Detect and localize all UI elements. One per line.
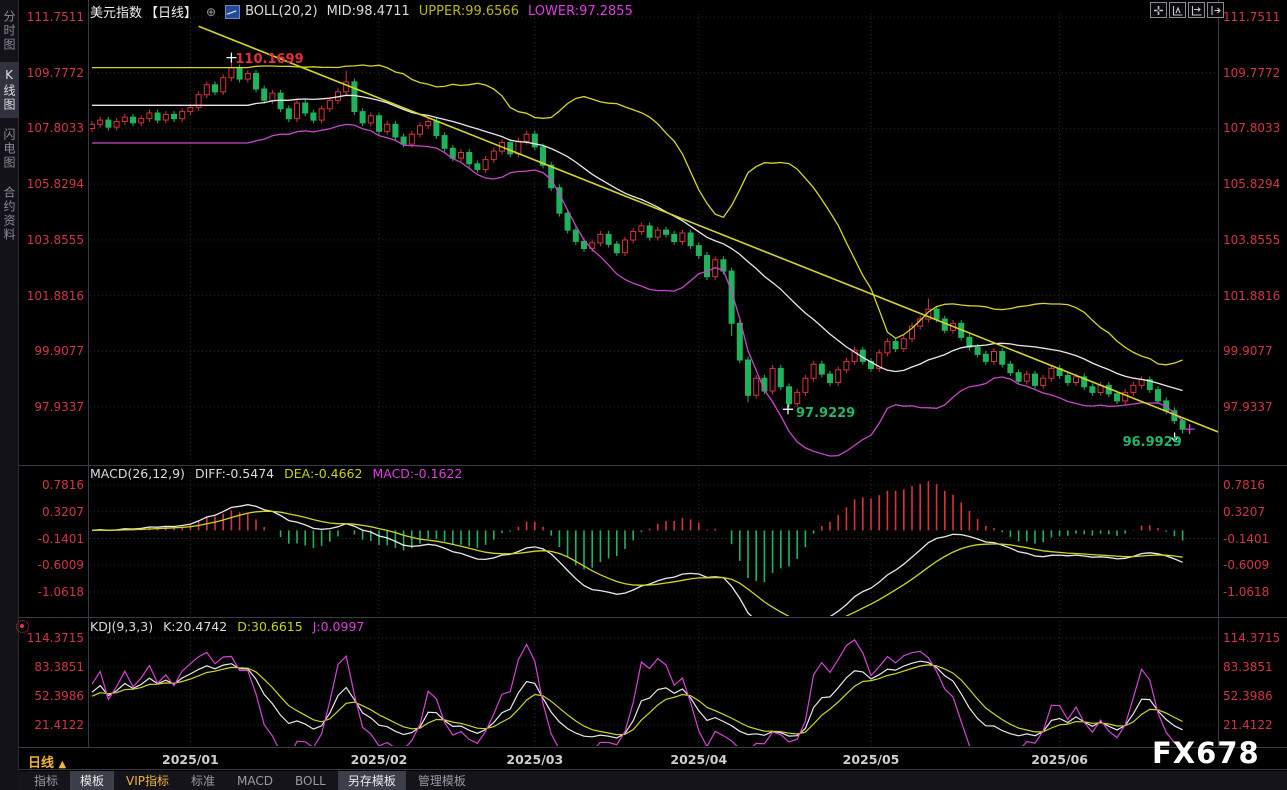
macd-panel-header: MACD(26,12,9) DIFF:-0.5474 DEA:-0.4662 M…: [90, 466, 462, 481]
y-axis-label: 0.3207: [1223, 504, 1265, 519]
y-axis-label: 83.3851: [34, 659, 84, 674]
kdj-k-value: K:20.4742: [163, 619, 228, 634]
boll-chart-icon: [225, 4, 241, 19]
sidebar-item-lightning[interactable]: 闪电图: [2, 128, 16, 170]
crosshair-icon[interactable]: [1150, 2, 1167, 18]
y-axis-label: 114.3715: [26, 631, 84, 645]
y-axis-label: 0.7816: [42, 478, 84, 492]
y-axis-label: 105.8294: [1223, 177, 1281, 192]
y-axis-label: 107.8033: [1223, 121, 1281, 136]
y-axis-label: 0.7816: [1223, 478, 1265, 492]
y-axis-label: 0.3207: [42, 504, 84, 519]
symbol-name: 美元指数: [90, 6, 143, 21]
low-price-label-april: 97.9229: [796, 406, 856, 422]
y-axis-label: 101.8816: [1223, 288, 1281, 303]
y-axis-label: 105.8294: [26, 177, 84, 192]
y-axis-label: 97.9337: [34, 400, 84, 414]
boll-params: BOLL(20,2): [245, 4, 318, 19]
boll-mid-value: MID:98.4711: [326, 4, 410, 19]
peak-price-label: 110.1699: [235, 51, 304, 67]
kdj-settings-icon[interactable]: [16, 620, 29, 633]
y-axis-label: 114.3715: [1223, 631, 1281, 645]
y-axis-label: 103.8555: [26, 232, 84, 247]
y-axis-label: 101.8816: [26, 288, 84, 303]
boll-lower-value: LOWER:97.2855: [527, 4, 633, 19]
y-axis-label: 52.3986: [1223, 689, 1273, 703]
sidebar-item-timeshare[interactable]: 分时图: [2, 10, 16, 52]
x-axis-month-label: 2025/01: [162, 752, 219, 767]
y-axis-label: 103.8555: [1223, 232, 1281, 247]
kdj-params: KDJ(9,3,3): [90, 619, 154, 634]
macd-params: MACD(26,12,9): [90, 466, 185, 481]
kdj-d-value: D:30.6615: [237, 619, 303, 634]
x-axis-month-label: 2025/06: [1031, 752, 1088, 767]
watermark: FX678: [1152, 736, 1260, 770]
y-axis-label: 111.7511: [1223, 10, 1281, 24]
tab-save-template[interactable]: 另存模板: [337, 771, 406, 790]
tab-standard[interactable]: 标准: [191, 774, 216, 788]
bottom-tab-bar: 指标 模板 VIP指标 标准 MACD BOLL 另存模板 管理模板: [18, 771, 1287, 790]
low-price-label-june: 96.9929: [1122, 434, 1182, 450]
y-axis-label: -1.0618: [37, 585, 84, 599]
y-axis-label: -0.1401: [1223, 531, 1270, 546]
tab-boll[interactable]: BOLL: [295, 773, 326, 788]
period-label: 日线: [28, 756, 55, 771]
y-axis-label: 21.4122: [1223, 718, 1273, 732]
y-axis-label: 52.3986: [34, 689, 84, 703]
kdj-j-value: J:0.0997: [312, 619, 365, 634]
y-axis-label: -0.6009: [1223, 558, 1270, 573]
tab-indicator[interactable]: 指标: [34, 774, 59, 788]
tab-template[interactable]: 模板: [70, 771, 115, 790]
macd-dea-value: DEA:-0.4662: [284, 466, 363, 481]
period-selector[interactable]: 日线 ▲: [28, 752, 66, 771]
kdj-panel-header: KDJ(9,3,3) K:20.4742 D:30.6615 J:0.0997: [90, 619, 364, 634]
y-axis-label: 83.3851: [1223, 659, 1273, 674]
y-axis-label: -1.0618: [1223, 585, 1270, 599]
y-axis-label: 97.9337: [1223, 400, 1273, 414]
sidebar: 分时图 K线图 闪电图 合约资料: [0, 0, 19, 790]
boll-upper-value: UPPER:99.6566: [418, 4, 519, 19]
y-axis-label: 99.9077: [34, 344, 84, 359]
x-axis-month-label: 2025/02: [350, 752, 408, 767]
tab-manage-template[interactable]: 管理模板: [417, 774, 466, 788]
tab-macd[interactable]: MACD: [237, 773, 274, 788]
zoom-axis-y-icon[interactable]: [1169, 2, 1186, 18]
chart-toolbar: [1150, 2, 1224, 18]
zoom-axis-x-icon[interactable]: [1188, 2, 1205, 18]
x-axis-month-label: 2025/04: [670, 752, 728, 767]
period-dropdown-arrow-icon: ▲: [58, 759, 67, 770]
x-axis-month-label: 2025/03: [506, 752, 564, 767]
x-axis-month-label: 2025/05: [842, 752, 900, 767]
y-axis-label: -0.1401: [37, 531, 84, 546]
macd-diff-value: DIFF:-0.5474: [194, 466, 275, 481]
tab-vip-indicator[interactable]: VIP指标: [126, 774, 170, 788]
y-axis-label: -0.6009: [37, 558, 84, 573]
y-axis-label: 107.8033: [26, 121, 84, 136]
sidebar-item-kline[interactable]: K线图: [0, 62, 19, 118]
y-axis-label: 109.7772: [1223, 65, 1281, 80]
add-indicator-icon[interactable]: ⊕: [206, 4, 217, 19]
chart-header: 美元指数 【日线】 ⊕ BOLL(20,2) MID:98.4711 UPPER…: [90, 2, 633, 21]
y-axis-label: 111.7511: [26, 10, 84, 24]
sidebar-item-contract-info[interactable]: 合约资料: [2, 186, 16, 242]
collapse-right-panel-icon[interactable]: [1207, 2, 1224, 18]
period-tag: 【日线】: [145, 6, 198, 21]
y-axis-label: 99.9077: [1223, 344, 1273, 359]
y-axis-label: 21.4122: [34, 718, 84, 732]
macd-macd-value: MACD:-0.1622: [372, 466, 463, 481]
y-axis-label: 109.7772: [26, 65, 84, 80]
